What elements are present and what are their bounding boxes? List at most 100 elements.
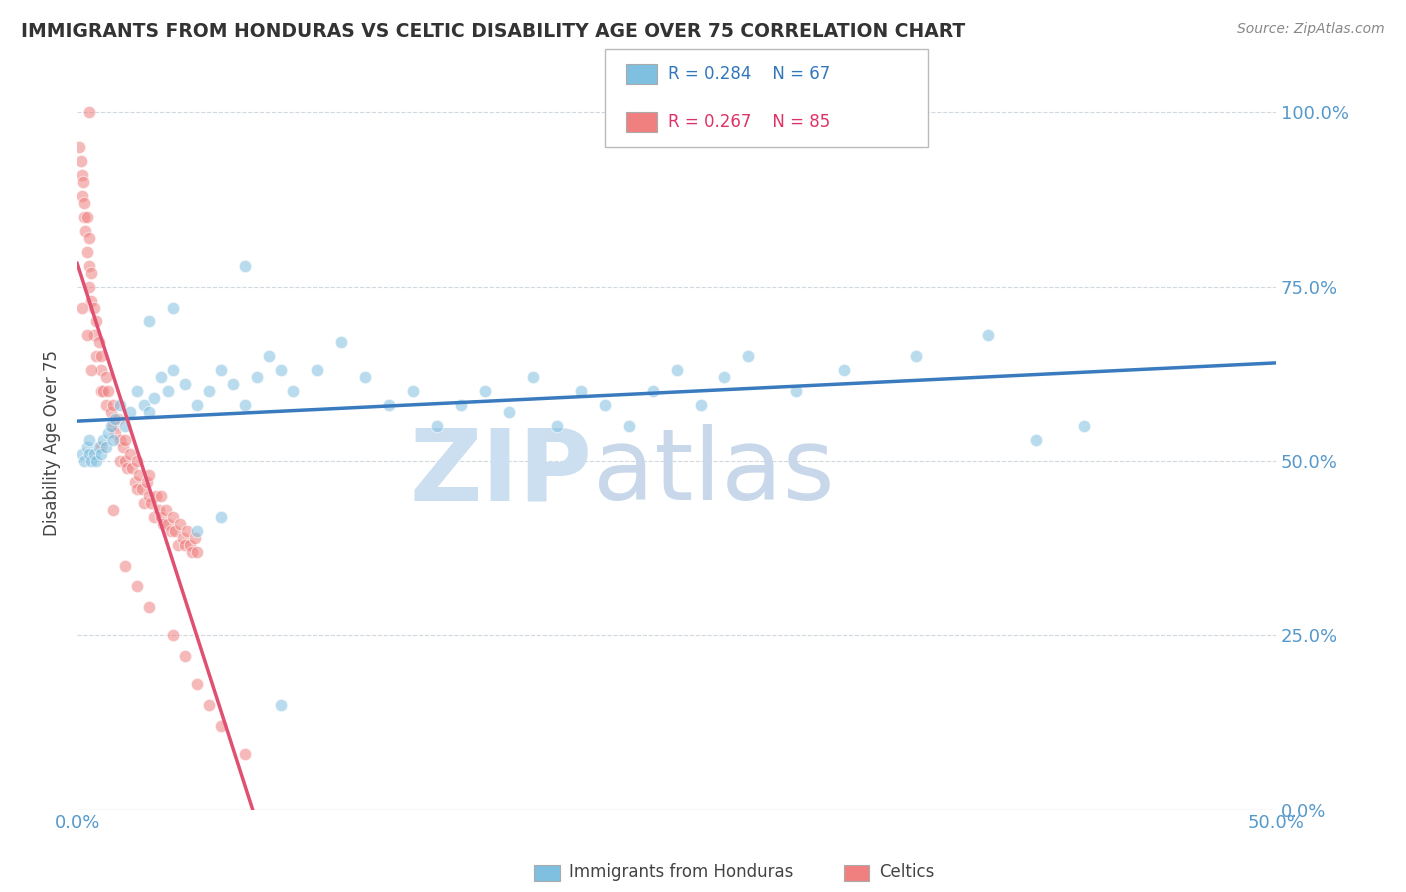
Point xyxy=(69,154,91,169)
Point xyxy=(166,538,188,552)
Point xyxy=(233,398,256,412)
Point xyxy=(233,259,256,273)
Point xyxy=(75,224,97,238)
Point xyxy=(100,419,122,434)
Point xyxy=(593,398,616,412)
Point xyxy=(172,531,194,545)
Point xyxy=(77,433,100,447)
Point xyxy=(101,502,124,516)
Text: ZIP: ZIP xyxy=(409,425,592,521)
Text: IMMIGRANTS FROM HONDURAS VS CELTIC DISABILITY AGE OVER 75 CORRELATION CHART: IMMIGRANTS FROM HONDURAS VS CELTIC DISAB… xyxy=(21,22,966,41)
Point xyxy=(111,440,134,454)
Point xyxy=(125,454,148,468)
Point xyxy=(246,370,269,384)
Point xyxy=(84,349,107,363)
Point xyxy=(209,363,232,377)
Point xyxy=(101,433,124,447)
Point xyxy=(70,168,93,182)
Point xyxy=(138,405,160,419)
Point xyxy=(162,509,184,524)
Text: atlas: atlas xyxy=(592,425,834,521)
Point xyxy=(94,370,117,384)
Point xyxy=(174,649,197,664)
Point xyxy=(101,398,124,412)
Point xyxy=(90,363,112,377)
Point xyxy=(80,266,103,280)
Point xyxy=(546,419,568,434)
Point xyxy=(70,189,93,203)
Point xyxy=(142,509,165,524)
Point xyxy=(70,447,93,461)
Point xyxy=(150,370,173,384)
Point xyxy=(76,328,98,343)
Point xyxy=(353,370,375,384)
Point xyxy=(257,349,280,363)
Point xyxy=(70,301,93,315)
Text: Celtics: Celtics xyxy=(879,863,934,881)
Point xyxy=(157,384,180,399)
Point xyxy=(101,419,124,434)
Point xyxy=(155,502,177,516)
Point xyxy=(114,558,136,573)
Point xyxy=(77,259,100,273)
Point xyxy=(97,384,120,399)
Point xyxy=(90,440,112,454)
Point xyxy=(131,482,153,496)
Point xyxy=(157,516,180,531)
Point xyxy=(186,677,208,691)
Point xyxy=(121,461,143,475)
Point xyxy=(77,231,100,245)
Point xyxy=(76,244,98,259)
Point xyxy=(125,579,148,593)
Point xyxy=(83,447,105,461)
Text: R = 0.267    N = 85: R = 0.267 N = 85 xyxy=(668,113,830,131)
Point xyxy=(474,384,496,399)
Point xyxy=(80,363,103,377)
Point xyxy=(114,454,136,468)
Point xyxy=(104,412,127,426)
Point xyxy=(641,384,664,399)
Point xyxy=(138,467,160,482)
Point xyxy=(77,279,100,293)
Point xyxy=(73,210,96,224)
Point xyxy=(76,210,98,224)
Point xyxy=(233,747,256,761)
Point xyxy=(80,454,103,468)
Point xyxy=(97,425,120,440)
Point xyxy=(1025,433,1047,447)
Point xyxy=(150,489,173,503)
Point xyxy=(174,538,197,552)
Point xyxy=(84,314,107,328)
Point xyxy=(118,447,141,461)
Point xyxy=(110,433,132,447)
Point xyxy=(152,516,174,531)
Point xyxy=(110,398,132,412)
Point xyxy=(124,475,146,489)
Point xyxy=(378,398,401,412)
Point xyxy=(181,544,204,558)
Point xyxy=(73,196,96,211)
Point xyxy=(174,377,197,392)
Point xyxy=(186,398,208,412)
Point xyxy=(93,433,115,447)
Point xyxy=(209,509,232,524)
Point xyxy=(270,698,292,712)
Point xyxy=(77,105,100,120)
Point xyxy=(905,349,928,363)
Point xyxy=(183,531,205,545)
Point xyxy=(104,425,127,440)
Point xyxy=(834,363,856,377)
Point xyxy=(114,433,136,447)
Point xyxy=(186,524,208,538)
Point xyxy=(713,370,735,384)
Point xyxy=(329,335,352,350)
Point xyxy=(83,301,105,315)
Point xyxy=(176,524,198,538)
Point xyxy=(107,412,129,426)
Text: Immigrants from Honduras: Immigrants from Honduras xyxy=(569,863,794,881)
Point xyxy=(305,363,328,377)
Point xyxy=(100,405,122,419)
Point xyxy=(179,538,201,552)
Point xyxy=(69,140,91,154)
Point xyxy=(198,384,221,399)
